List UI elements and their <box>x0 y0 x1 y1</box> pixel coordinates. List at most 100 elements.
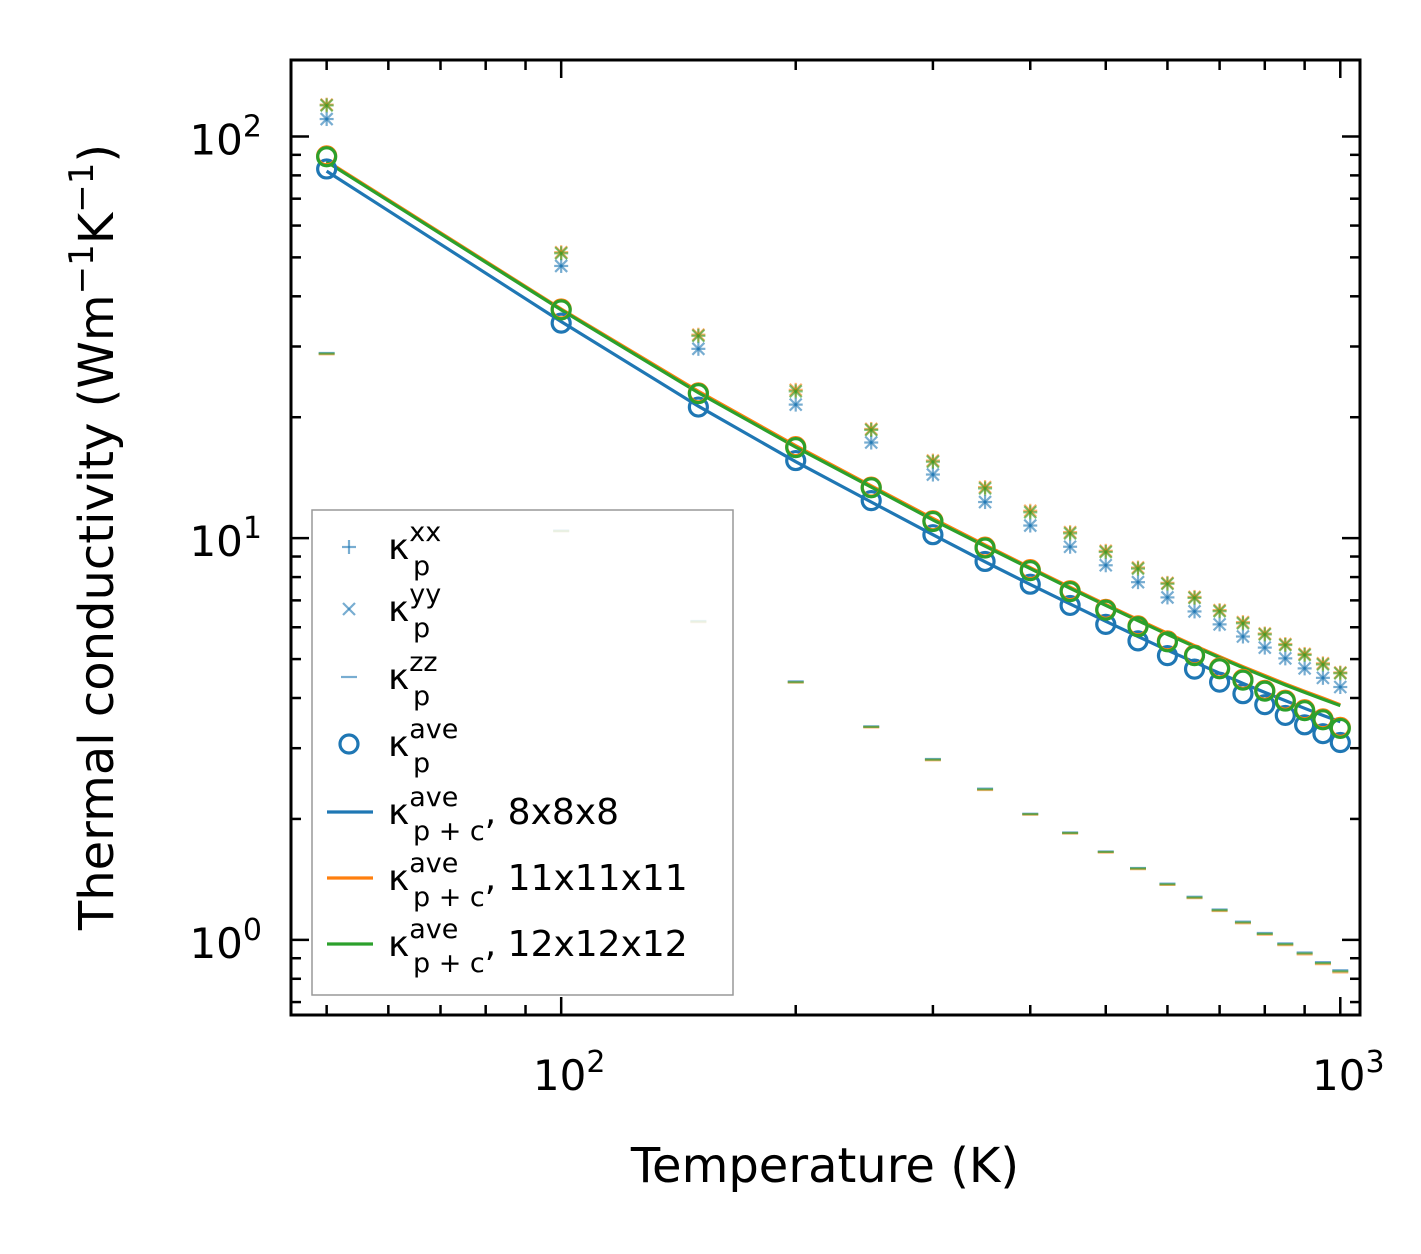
data-point <box>864 435 878 450</box>
legend-symbol: κ <box>388 657 409 698</box>
tick-base: 10 <box>1312 1051 1365 1100</box>
marker-stroke <box>926 454 940 469</box>
data-point <box>1329 717 1351 740</box>
marker-stroke <box>1098 545 1113 559</box>
data-point <box>1208 671 1231 693</box>
marker-ring <box>316 158 338 180</box>
legend-label: κxx p <box>388 517 441 582</box>
legend-symbol: κ <box>388 924 409 965</box>
tick-base: 10 <box>189 115 242 164</box>
data-point <box>1278 651 1293 666</box>
marker-ring <box>1232 683 1254 705</box>
data-point <box>550 312 572 334</box>
marker-ring <box>1127 630 1149 652</box>
marker-stroke <box>1187 591 1202 605</box>
marker-stroke <box>1278 638 1293 652</box>
marker-ring <box>1156 645 1179 667</box>
legend-symbol: κ <box>388 589 409 630</box>
marker-ring <box>785 437 807 459</box>
legend-entry: κyy p <box>342 579 441 644</box>
marker-stroke <box>554 246 568 261</box>
marker-ring <box>550 299 572 321</box>
legend-sup: ave <box>409 714 458 745</box>
marker-stroke <box>1258 627 1272 642</box>
data-point <box>1232 683 1254 705</box>
data-point <box>1333 666 1348 681</box>
legend-sub: p + c <box>413 816 485 847</box>
data-point <box>1063 539 1077 554</box>
marker-stroke <box>1212 617 1227 632</box>
plot-area <box>316 97 1351 974</box>
data-point <box>1258 627 1272 642</box>
legend-suffix: , 12x12x12 <box>485 924 688 965</box>
data-point <box>1023 505 1038 520</box>
marker-stroke <box>1187 604 1202 619</box>
data-point <box>788 397 803 412</box>
legend-box <box>311 509 734 996</box>
data-point <box>978 481 992 496</box>
marker-stroke <box>342 602 356 616</box>
marker-stroke <box>1098 558 1113 573</box>
legend-entry: κave p + c, 8x8x8 <box>327 782 619 847</box>
data-point <box>1294 700 1316 722</box>
marker-ring <box>1019 573 1041 595</box>
marker-stroke <box>319 98 334 113</box>
legend-label: κzz p <box>388 647 438 712</box>
data-point <box>1059 594 1081 617</box>
marker-stroke <box>1212 604 1227 618</box>
marker-stroke <box>978 495 992 509</box>
data-point <box>687 383 709 405</box>
data-point <box>860 490 882 512</box>
marker-ring <box>1208 658 1231 680</box>
legend-sub: p + c <box>413 948 485 979</box>
data-point <box>1316 657 1330 672</box>
data-point <box>1274 704 1296 727</box>
tick-base: 10 <box>533 1051 586 1100</box>
legend-entry: κave p + c, 12x12x12 <box>327 914 688 979</box>
data-point <box>1212 617 1227 632</box>
data-point <box>1258 640 1272 655</box>
marker-ring <box>1095 613 1117 635</box>
marker-ring <box>1232 669 1254 691</box>
legend-sub: p <box>413 748 430 779</box>
marker-stroke <box>1333 680 1348 694</box>
data-point <box>788 384 803 399</box>
legend-sub: p <box>413 613 430 644</box>
marker-ring <box>1019 560 1041 582</box>
legend-suffix: , 8x8x8 <box>485 792 619 833</box>
data-point <box>1131 575 1145 589</box>
marker-ring <box>1312 709 1334 731</box>
y-label-part: −1 <box>62 244 102 294</box>
legend-label: κave p <box>388 714 458 779</box>
data-point <box>1127 630 1149 652</box>
data-point <box>1212 604 1227 618</box>
data-point <box>1278 638 1293 652</box>
data-point <box>1059 581 1081 603</box>
marker-stroke <box>1023 518 1038 533</box>
data-point <box>785 449 807 472</box>
data-point <box>691 329 706 343</box>
marker-stroke <box>864 435 878 450</box>
y-tick-label: 102 <box>189 109 262 164</box>
legend-suffix: , 11x11x11 <box>485 858 688 899</box>
marker-ring <box>1183 645 1206 667</box>
marker-ring <box>1127 616 1149 638</box>
data-point <box>1236 629 1250 644</box>
data-point <box>785 437 807 459</box>
marker-stroke <box>554 259 568 273</box>
marker-stroke <box>1316 671 1330 685</box>
marker-ring <box>785 449 807 472</box>
series-p-ave-12x12x12 <box>316 146 1351 740</box>
data-point <box>1183 658 1206 680</box>
marker-stroke <box>788 397 803 412</box>
x-tick-label: 103 <box>1312 1045 1385 1100</box>
data-point <box>1297 661 1312 676</box>
marker-stroke <box>1316 657 1330 672</box>
data-point <box>316 146 338 168</box>
marker-stroke <box>1063 526 1077 541</box>
legend-sup: ave <box>409 848 458 879</box>
plot-series-group <box>316 97 1351 974</box>
y-label-part: ) <box>69 144 125 163</box>
